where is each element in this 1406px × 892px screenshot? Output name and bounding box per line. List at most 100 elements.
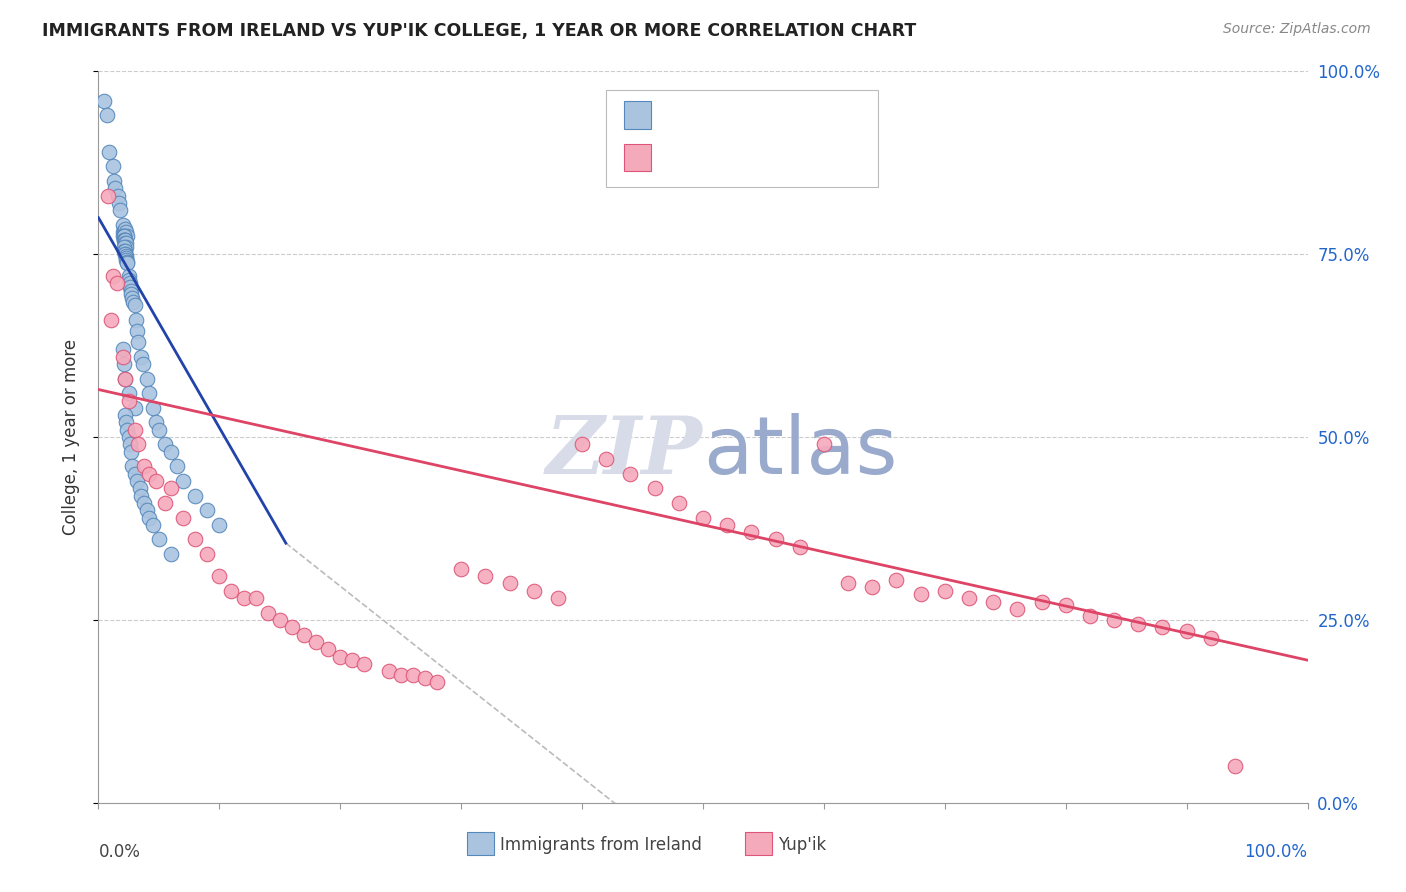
Text: N =: N = — [785, 106, 821, 124]
Point — [114, 221, 136, 235]
Point — [135, 503, 157, 517]
Point — [112, 357, 135, 371]
Point — [134, 496, 156, 510]
Point — [138, 467, 160, 481]
Point — [342, 653, 364, 667]
Point — [153, 437, 176, 451]
Point — [450, 562, 472, 576]
Point — [245, 591, 267, 605]
Point — [124, 467, 146, 481]
Text: ZIP: ZIP — [546, 413, 703, 491]
Point — [166, 459, 188, 474]
Text: 67: 67 — [830, 149, 851, 167]
Point — [115, 225, 138, 239]
Point — [124, 298, 146, 312]
Point — [117, 254, 139, 268]
Point — [595, 452, 617, 467]
Point — [111, 218, 134, 232]
Point — [1175, 624, 1198, 638]
Point — [111, 225, 134, 239]
Point — [112, 228, 135, 243]
Point — [115, 240, 138, 254]
Point — [107, 188, 129, 202]
Point — [114, 233, 136, 247]
Point — [1054, 599, 1077, 613]
Point — [1078, 609, 1101, 624]
Point — [292, 627, 315, 641]
Point — [981, 594, 1004, 608]
Point — [934, 583, 956, 598]
Point — [96, 108, 118, 122]
Point — [112, 228, 135, 243]
Point — [145, 416, 167, 430]
Text: 100.0%: 100.0% — [1244, 843, 1308, 861]
Point — [1102, 613, 1125, 627]
Point — [221, 583, 243, 598]
Point — [195, 503, 218, 517]
Point — [644, 481, 666, 495]
Point — [115, 251, 138, 265]
Point — [112, 240, 135, 254]
Point — [716, 517, 738, 532]
Text: 82: 82 — [830, 106, 851, 124]
Text: -0.722: -0.722 — [709, 149, 762, 167]
Point — [117, 256, 139, 270]
Point — [115, 253, 138, 268]
Point — [114, 236, 136, 251]
Point — [184, 489, 207, 503]
Point — [208, 569, 231, 583]
Point — [112, 225, 135, 239]
Point — [232, 591, 254, 605]
Point — [114, 408, 136, 422]
Point — [135, 371, 157, 385]
Point — [256, 606, 278, 620]
Point — [115, 236, 138, 251]
Point — [101, 160, 124, 174]
Point — [124, 423, 146, 437]
Text: atlas: atlas — [703, 413, 897, 491]
Point — [837, 576, 859, 591]
Text: R =: R = — [664, 149, 699, 167]
Point — [142, 517, 165, 532]
Point — [115, 249, 138, 263]
Point — [172, 510, 194, 524]
Point — [402, 667, 425, 681]
Point — [184, 533, 207, 547]
Point — [1031, 594, 1053, 608]
Point — [118, 437, 141, 451]
Point — [111, 350, 134, 364]
Point — [121, 459, 143, 474]
Point — [145, 474, 167, 488]
Point — [886, 573, 908, 587]
FancyBboxPatch shape — [624, 144, 651, 171]
Point — [195, 547, 218, 561]
Point — [108, 203, 131, 218]
Point — [160, 547, 183, 561]
Point — [128, 481, 150, 495]
Point — [125, 313, 148, 327]
Point — [112, 233, 135, 247]
Point — [127, 334, 149, 349]
Point — [117, 423, 139, 437]
Text: Yup'ik: Yup'ik — [778, 836, 827, 855]
Point — [129, 489, 152, 503]
Point — [1128, 616, 1150, 631]
Point — [426, 675, 449, 690]
Point — [957, 591, 980, 605]
Point — [115, 416, 138, 430]
Point — [97, 188, 120, 202]
Point — [474, 569, 496, 583]
Point — [103, 174, 125, 188]
FancyBboxPatch shape — [606, 90, 879, 186]
Point — [160, 444, 183, 458]
Point — [111, 343, 134, 357]
Point — [208, 517, 231, 532]
Point — [523, 583, 546, 598]
Point — [413, 672, 436, 686]
Point — [269, 613, 291, 627]
Point — [1007, 602, 1029, 616]
Point — [120, 287, 142, 301]
Point — [138, 510, 160, 524]
Point — [114, 371, 136, 385]
Point — [142, 401, 165, 415]
